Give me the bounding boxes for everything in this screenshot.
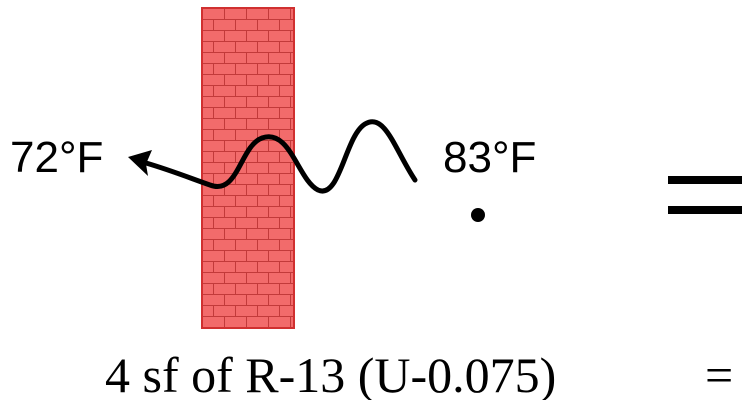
- equals-bar-top: [668, 176, 742, 184]
- left-temperature: 72°F: [10, 133, 103, 182]
- brick-wall: [201, 7, 295, 329]
- point: [471, 208, 485, 222]
- arrowhead: [128, 150, 152, 176]
- equals-bar-bottom: [668, 206, 742, 214]
- equals-sign: =: [705, 347, 733, 400]
- heat-flow-wave: [143, 119, 418, 194]
- caption: 4 sf of R-13 (U-0.075): [105, 347, 556, 400]
- right-temperature: 83°F: [443, 133, 536, 182]
